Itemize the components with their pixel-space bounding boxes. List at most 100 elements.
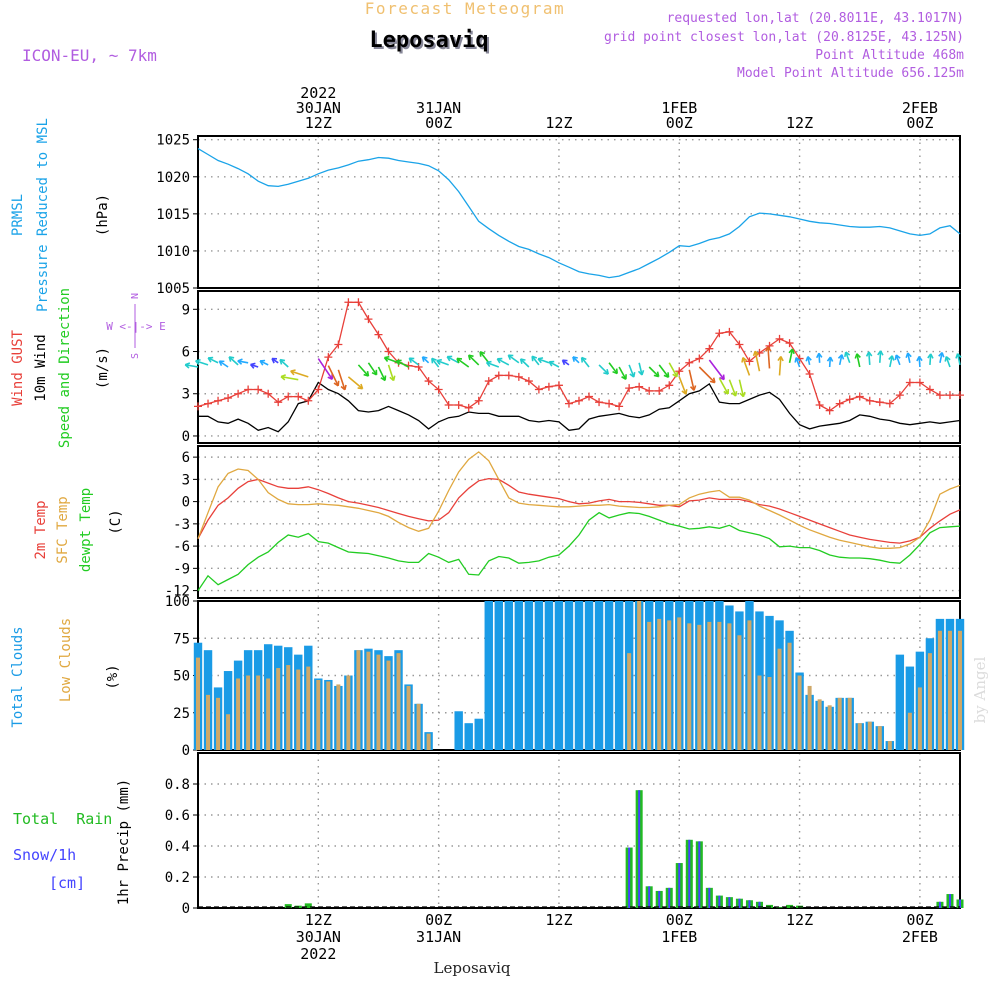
bottom-time-label: 00Z [666, 911, 693, 929]
gust-marker [705, 344, 714, 353]
low-cloud-bar [216, 697, 221, 750]
snow-unit-label: [cm] [49, 874, 85, 892]
low-cloud-bar [747, 620, 752, 750]
bottom-time-label: 31JAN [416, 928, 461, 946]
wind-arrow-head [955, 353, 962, 359]
wind-arrow-head [333, 380, 340, 387]
wind-arrow [878, 350, 882, 363]
wind-arrow [754, 351, 761, 372]
wind-arrow-head [612, 368, 618, 375]
wind-arrow-head [280, 374, 286, 381]
gust-marker [314, 385, 323, 394]
gust-marker [224, 393, 233, 402]
wind-arrow-head [865, 351, 873, 357]
y-tick-label: 50 [173, 669, 190, 685]
wind-arrow [496, 358, 510, 366]
y-tick-label: 0 [182, 901, 190, 917]
low-cloud-bar [717, 621, 722, 750]
gust-marker [554, 381, 563, 390]
total-cloud-bar [464, 723, 473, 750]
low-cloud-bar [206, 694, 211, 750]
wind-arrow [367, 362, 378, 376]
low-cloud-bar [346, 675, 351, 750]
wind-arrow-head [709, 377, 716, 384]
panel-frame [197, 445, 961, 599]
gust-marker [354, 298, 363, 307]
y-tick-label: 1005 [156, 281, 190, 297]
panel-frame [197, 135, 961, 289]
wind-arrow-head [290, 369, 296, 376]
wind-arrow [456, 357, 470, 368]
grid-point-coords: grid point closest lon,lat (20.8125E, 43… [604, 30, 964, 45]
precip-unit: 1hr Precip (mm) [116, 779, 132, 905]
gust-marker [645, 386, 654, 395]
total-cloud-bar [474, 718, 483, 750]
bottom-time-label: 1FEB [661, 928, 697, 946]
wind-arrow [818, 353, 821, 363]
gust-marker [464, 403, 473, 412]
snow-bar [688, 839, 691, 908]
low-cloud-bar [817, 699, 822, 750]
wind-arrow-head [531, 355, 538, 362]
snow-bar [698, 841, 701, 908]
gust-marker [715, 329, 724, 338]
y-tick-label: 1020 [156, 170, 190, 186]
wind-arrow-head [672, 371, 678, 378]
panel-0: 1005 1010 1015 1020 1025 [156, 133, 961, 297]
gust-marker [875, 398, 884, 407]
low-cloud-bar [226, 714, 231, 750]
total-cloud-bar [524, 601, 534, 750]
wind-arrow [608, 362, 618, 375]
bottom-time-label: 12Z [545, 911, 572, 929]
wind-arrow [185, 363, 199, 368]
wind-arrow-head [421, 356, 428, 362]
gust-marker [434, 385, 443, 394]
wind-arrow-head [431, 357, 437, 364]
snow-bar [718, 895, 721, 908]
y-tick-label: 6 [182, 345, 190, 361]
rain-bar [776, 907, 784, 908]
low-cloud-bar [266, 678, 271, 750]
gust-marker [885, 399, 894, 408]
wind-arrow [828, 356, 832, 368]
y-tick-label: 100 [165, 594, 190, 610]
wind-arrow [479, 351, 490, 364]
wind-arrow-head [228, 356, 235, 362]
y-tick-label: -12 [165, 584, 190, 600]
low-cloud-bar [246, 675, 251, 750]
gust-marker [484, 377, 493, 386]
low-cloud-bar [637, 601, 642, 750]
wind-arrow-head [249, 362, 256, 369]
snow-bar [728, 897, 731, 908]
y-tick-label: 0 [182, 743, 190, 759]
location-title-main: Leposaviq [369, 28, 488, 53]
gust-marker [374, 330, 383, 339]
gust-marker [264, 389, 273, 398]
wind-arrow [486, 361, 500, 368]
wind-arrow [377, 366, 386, 381]
wind-speed-dir-label: Speed and Direction [57, 288, 73, 448]
gust-marker [575, 396, 583, 405]
snow-bar [678, 863, 681, 908]
panel-4: 0 0.2 0.4 0.6 0.8 [165, 752, 961, 917]
wind-arrow [531, 355, 540, 366]
wind-arrow [279, 359, 289, 368]
top-time-label: 2022 [300, 84, 336, 102]
y-tick-label: 0.8 [165, 777, 190, 793]
wind-arrow [889, 355, 893, 368]
wind-arrow [436, 359, 449, 366]
low-cloud-bar [667, 620, 672, 750]
gust-marker [214, 396, 223, 405]
wind-arrow-head [826, 356, 834, 362]
wind-arrow [895, 354, 901, 366]
wind-arrow [956, 353, 961, 366]
gust-marker [204, 399, 213, 408]
gust-marker [745, 357, 754, 366]
total-cloud-bar [614, 601, 624, 750]
panel-2: -12 -9 -6 -3 0 3 6 [165, 445, 961, 600]
wind-arrow [718, 377, 729, 395]
panel-frame [197, 752, 961, 909]
top-time-label: 2FEB [902, 99, 938, 117]
